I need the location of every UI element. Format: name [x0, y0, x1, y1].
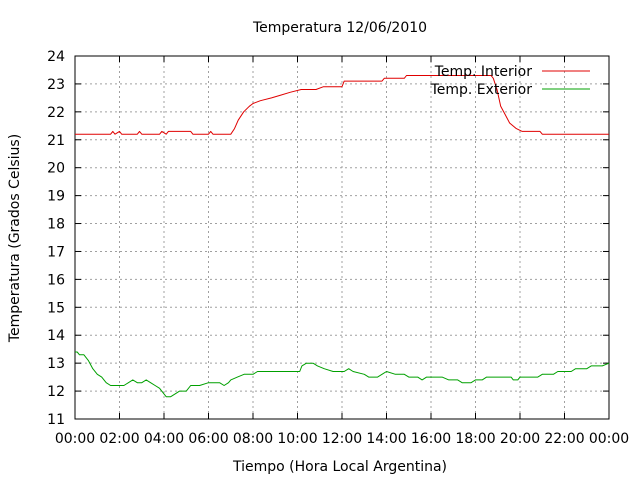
series-lines — [75, 75, 610, 398]
y-tick-label: 15 — [47, 300, 65, 316]
x-tick-label: 18:00 — [455, 431, 495, 447]
x-tick-label: 22:00 — [544, 431, 584, 447]
chart-title: Temperatura 12/06/2010 — [252, 20, 427, 36]
series-line-exterior — [75, 351, 610, 398]
y-tick-label: 17 — [47, 244, 65, 260]
y-tick-label: 20 — [47, 161, 65, 177]
y-tick-label: 22 — [47, 105, 65, 121]
x-axis-label: Tiempo (Hora Local Argentina) — [232, 459, 447, 475]
y-tick-label: 23 — [47, 77, 65, 93]
y-tick-label: 16 — [47, 272, 65, 288]
legend: Temp. Interior Temp. Exterior — [430, 64, 590, 98]
x-tick-label: 10:00 — [277, 431, 317, 447]
y-tick-label: 13 — [47, 356, 65, 372]
grid — [75, 56, 609, 419]
x-tick-label: 14:00 — [366, 431, 406, 447]
y-tick-label: 21 — [47, 133, 65, 149]
y-tick-label: 14 — [47, 328, 65, 344]
x-tick-label: 16:00 — [411, 431, 451, 447]
legend-label-interior: Temp. Interior — [434, 64, 533, 80]
y-axis-label: Temperatura (Grados Celsius) — [7, 134, 23, 343]
y-tick-label: 11 — [47, 412, 65, 428]
y-tick-label: 18 — [47, 217, 65, 233]
y-tick-label: 24 — [47, 49, 65, 65]
x-tick-label: 08:00 — [233, 431, 273, 447]
x-tick-label: 06:00 — [188, 431, 228, 447]
x-tick-label: 00:00 — [55, 431, 95, 447]
x-tick-label: 02:00 — [99, 431, 139, 447]
x-tick-label: 04:00 — [144, 431, 184, 447]
x-tick-label: 12:00 — [322, 431, 362, 447]
x-tick-label: 00:00 — [589, 431, 629, 447]
y-tick-label: 12 — [47, 384, 65, 400]
series-line-interior — [75, 75, 609, 135]
x-tick-label: 20:00 — [500, 431, 540, 447]
y-tick-label: 19 — [47, 189, 65, 205]
legend-label-exterior: Temp. Exterior — [430, 82, 533, 98]
